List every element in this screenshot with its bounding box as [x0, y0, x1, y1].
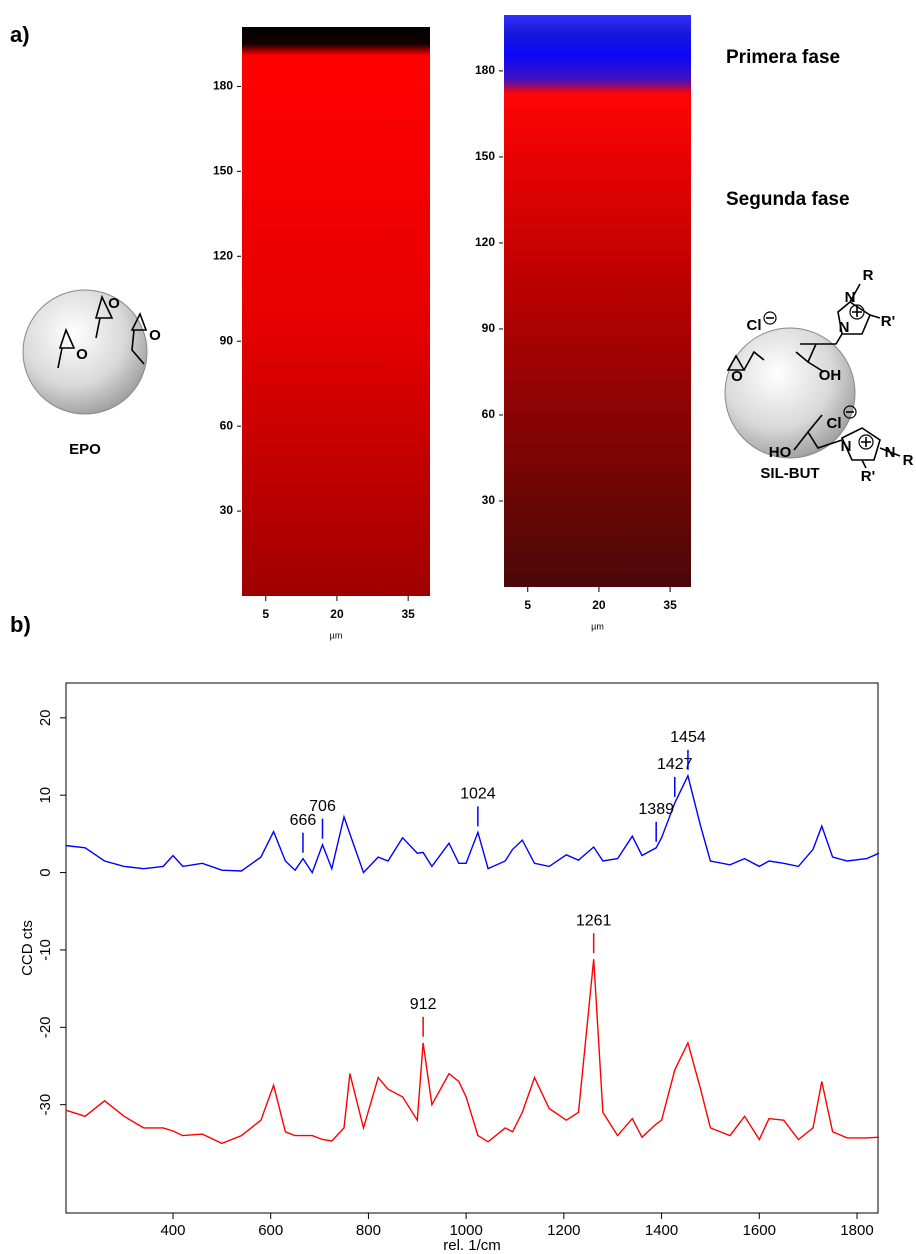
- y-tick-label: 10: [37, 787, 54, 804]
- atom: R': [881, 313, 895, 330]
- x-tick-label: 1400: [645, 1222, 678, 1239]
- y-tick-label: 30: [220, 503, 234, 517]
- atom: O: [108, 295, 120, 312]
- plot-frame: [65, 682, 879, 1214]
- atom: O: [731, 368, 743, 385]
- atom: HO: [769, 444, 792, 461]
- depth-image: [504, 15, 691, 587]
- y-tick-label: 90: [220, 333, 234, 347]
- y-axis-label: CCD cts: [19, 920, 36, 976]
- atom: R: [903, 452, 914, 469]
- phase-annotation: Primera fase: [726, 47, 840, 68]
- phase-annotation: Segunda fase: [726, 189, 850, 210]
- atom: Cl: [747, 317, 762, 334]
- peak-label: 706: [309, 798, 336, 815]
- epo-molecule: O O O EPO: [22, 289, 161, 458]
- atom: R: [863, 267, 874, 284]
- sil-but-molecule: R N R' Cl N OH Cl HO N N R R' O SIL-BUT: [724, 267, 914, 485]
- y-tick-label: 150: [475, 149, 495, 163]
- x-tick-label: 1600: [743, 1222, 776, 1239]
- x-tick-label: 400: [160, 1222, 185, 1239]
- x-axis-label: µm: [591, 621, 604, 631]
- depth-image: [242, 27, 430, 596]
- x-axis-label: rel. 1/cm: [443, 1237, 501, 1254]
- y-tick-label: 60: [220, 418, 234, 432]
- panel-label: b): [10, 612, 31, 637]
- x-tick-label: 600: [258, 1222, 283, 1239]
- y-tick-label: 120: [475, 235, 495, 249]
- panel-label: a): [10, 22, 30, 47]
- y-tick-label: 0: [37, 868, 54, 876]
- atom: N: [885, 444, 896, 461]
- peak-label: 912: [410, 996, 437, 1013]
- x-tick-label: 35: [401, 607, 415, 621]
- molecule-name: EPO: [69, 441, 101, 458]
- y-tick-label: -20: [37, 1016, 54, 1038]
- peak-label: 1454: [670, 729, 706, 746]
- atom: R': [861, 468, 875, 485]
- peak-label: 1024: [460, 786, 496, 803]
- atom: N: [841, 438, 852, 455]
- spectrum-line: [65, 773, 880, 875]
- spectrum-line: [65, 959, 880, 1145]
- x-tick-label: 1800: [840, 1222, 873, 1239]
- x-tick-label: 5: [262, 607, 269, 621]
- molecule-name: SIL-BUT: [760, 465, 819, 482]
- x-tick-label: 5: [524, 598, 531, 612]
- peak-label: 666: [290, 812, 317, 829]
- atom: N: [839, 319, 850, 336]
- atom: O: [149, 327, 161, 344]
- y-tick-label: 150: [213, 164, 233, 178]
- x-tick-label: 800: [356, 1222, 381, 1239]
- peak-label: 1427: [657, 756, 693, 773]
- y-tick-label: 20: [37, 709, 54, 726]
- x-tick-label: 20: [330, 607, 344, 621]
- y-tick-label: 120: [213, 248, 233, 262]
- y-tick-label: 30: [482, 493, 496, 507]
- y-tick-label: -30: [37, 1094, 54, 1116]
- y-tick-label: 180: [213, 79, 233, 93]
- y-tick-label: 60: [482, 407, 496, 421]
- y-tick-label: 90: [482, 321, 496, 335]
- atom: N: [845, 289, 856, 306]
- peak-label: 1389: [638, 801, 674, 818]
- peak-label: 1261: [576, 912, 612, 929]
- atom: O: [76, 346, 88, 363]
- x-axis-label: µm: [330, 630, 343, 640]
- y-tick-label: -10: [37, 939, 54, 961]
- x-tick-label: 20: [592, 598, 606, 612]
- atom: Cl: [827, 415, 842, 432]
- atom: OH: [819, 367, 842, 384]
- x-tick-label: 1200: [547, 1222, 580, 1239]
- x-tick-label: 35: [663, 598, 677, 612]
- y-tick-label: 180: [475, 63, 495, 77]
- x-tick-label: 1000: [449, 1222, 482, 1239]
